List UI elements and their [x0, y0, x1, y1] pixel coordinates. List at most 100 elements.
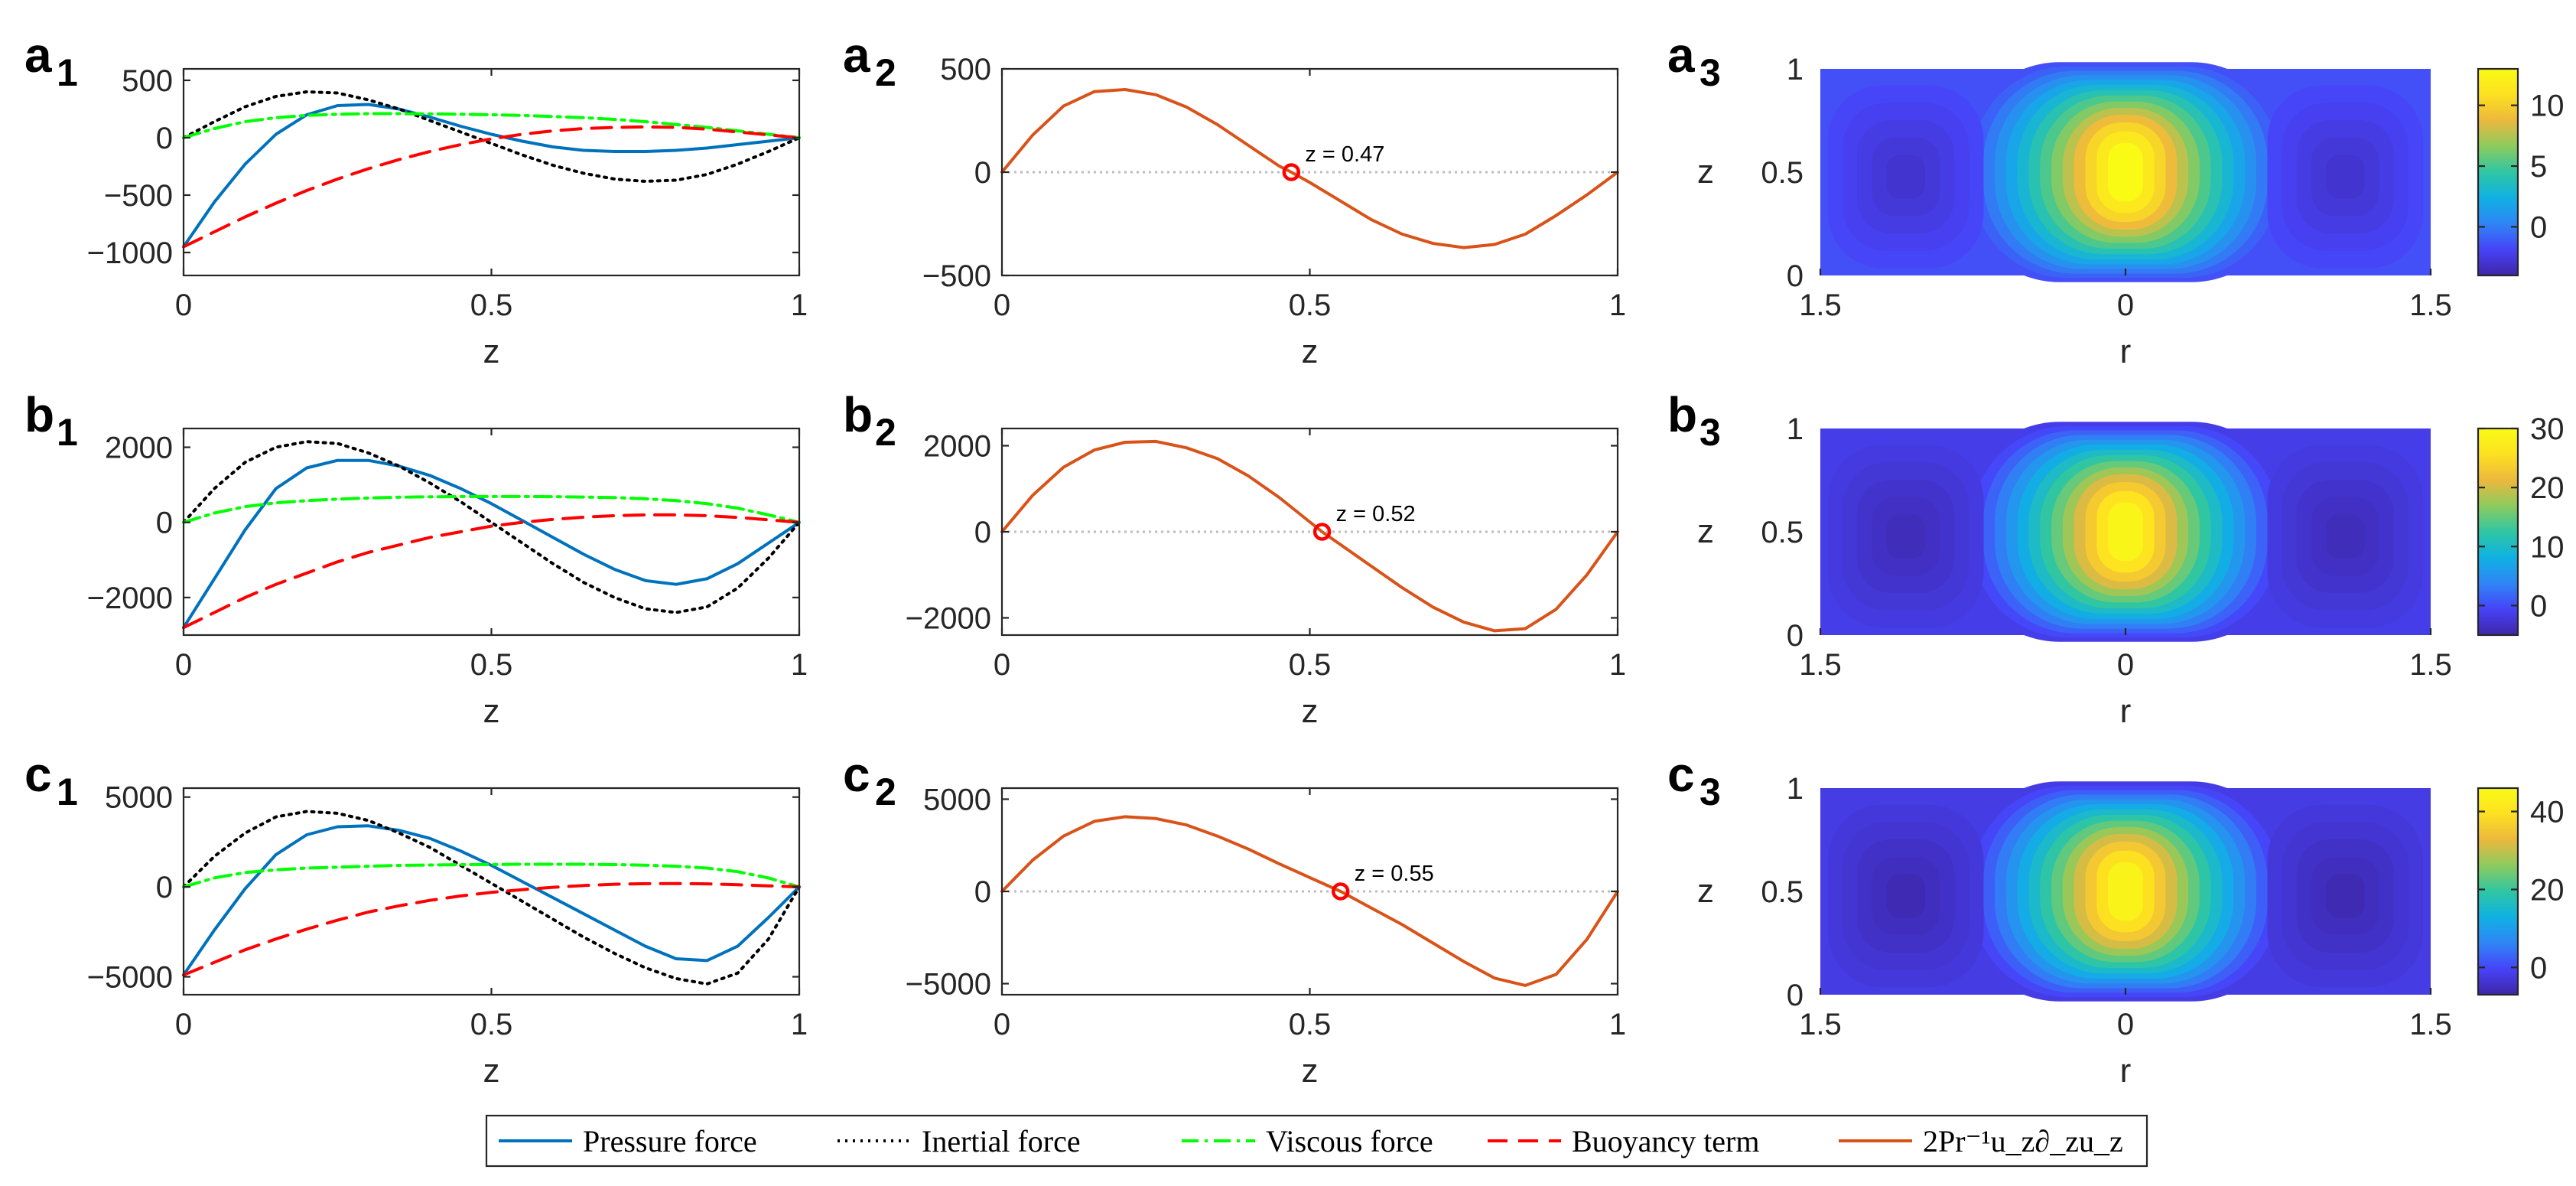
x-axis-label: z [1302, 333, 1319, 370]
panel-subscript: 2 [875, 771, 896, 813]
series-line-pressure [182, 103, 801, 249]
y-tick-label: 1 [1787, 412, 1804, 446]
panel-letter: c [843, 747, 870, 802]
x-axis-label: z [1302, 1052, 1319, 1090]
colorbar [2477, 427, 2519, 637]
y-tick-label: 0 [1787, 979, 1804, 1012]
y-tick-label: −500 [104, 179, 173, 213]
legend-label-pressure: Pressure force [583, 1124, 757, 1158]
colorbar-tick-label: 10 [2530, 90, 2565, 123]
series-line-pressure [182, 458, 801, 630]
zero-crossing-label: z = 0.55 [1355, 862, 1434, 886]
series-line-viscous [182, 112, 801, 139]
panel-subscript: 3 [1699, 411, 1721, 454]
x-tick-label: 0.5 [1289, 288, 1332, 322]
x-tick-label: 0 [2117, 288, 2134, 322]
panel-a1: 0 0.5 1 z 500 0 −500 −1000 [87, 64, 808, 370]
colorbar-tick-label: 0 [2530, 210, 2547, 244]
legend-label-buoyancy: Buoyancy term [1572, 1124, 1760, 1158]
panel-letter: a [24, 28, 52, 83]
panel-subscript: 1 [57, 51, 78, 94]
y-tick-label: −1000 [87, 236, 173, 270]
x-tick-label: 0.5 [470, 288, 513, 322]
x-tick-label: 1.5 [2409, 288, 2452, 322]
y-tick-label: 2000 [105, 432, 173, 465]
x-tick-label: 0 [2117, 648, 2134, 682]
y-tick-label: 500 [122, 64, 173, 98]
y-tick-label: 1 [1787, 53, 1804, 86]
panel-subscript: 1 [57, 771, 78, 813]
x-tick-label: 0 [994, 1008, 1010, 1041]
colorbar-tick-label: 30 [2530, 412, 2565, 446]
x-tick-label: 1 [1609, 1008, 1626, 1041]
x-axis-label: z [483, 692, 500, 730]
panel-subscript: 2 [875, 51, 896, 94]
panel-letter: b [24, 387, 54, 442]
x-tick-label: 0.5 [1289, 648, 1332, 682]
colorbar-tick-label: 0 [2530, 951, 2547, 985]
x-tick-label: 0 [994, 648, 1010, 682]
series-line-buoyancy [182, 513, 801, 630]
y-axis-label: z [1697, 872, 1714, 910]
y-tick-label: −2000 [87, 582, 173, 615]
series-line-inertial [182, 440, 801, 614]
y-tick-label: 0 [974, 516, 991, 549]
panel-letter: b [843, 387, 873, 442]
y-axis-label: z [1697, 513, 1714, 550]
panel-subscript: 3 [1699, 771, 1721, 813]
series-line-buoyancy [182, 881, 801, 977]
colorbar [2477, 67, 2519, 277]
panel-letter: b [1667, 387, 1697, 442]
heatmap-cell-band [2326, 155, 2365, 199]
y-tick-label: −500 [922, 259, 991, 293]
x-axis-label: z [1302, 692, 1319, 730]
heatmap-cell-band [2326, 514, 2365, 559]
series-line-product [1000, 815, 1619, 987]
x-tick-label: 0.5 [1289, 1008, 1332, 1041]
x-tick-label: 1 [1609, 288, 1626, 322]
x-tick-label: 0.5 [470, 648, 513, 682]
x-tick-label: 0 [994, 288, 1010, 322]
x-tick-label: 1.5 [1799, 288, 1842, 322]
colorbar-tick-label: 0 [2530, 589, 2547, 623]
series-line-inertial [182, 90, 801, 183]
x-axis-label: z [483, 1052, 500, 1090]
zero-crossing-label: z = 0.52 [1336, 502, 1416, 526]
y-tick-label: −2000 [906, 602, 991, 636]
y-tick-label: 5000 [105, 781, 173, 815]
series-line-inertial [182, 810, 801, 986]
y-tick-label: 0 [156, 507, 173, 540]
y-tick-label: 0 [156, 871, 173, 904]
legend-label-product: 2Pr⁻¹u_z∂_zu_z [1923, 1124, 2123, 1158]
x-tick-label: 0.5 [470, 1008, 513, 1041]
heatmap-contour-band [2108, 142, 2143, 202]
heatmap-cell-band [2326, 874, 2365, 918]
x-tick-label: 1.5 [2409, 1008, 2452, 1041]
x-tick-label: 0 [2117, 1008, 2134, 1041]
x-tick-label: 1 [791, 1008, 808, 1041]
series-line-product [1000, 439, 1619, 633]
series-line-buoyancy [182, 125, 801, 249]
heatmap-contour-band [2108, 502, 2143, 562]
series-line-product [1000, 88, 1619, 249]
x-tick-label: 1.5 [1799, 1008, 1842, 1041]
zero-crossing-label: z = 0.47 [1305, 142, 1384, 167]
series-line-viscous [182, 494, 801, 524]
x-axis-label: r [2120, 1052, 2132, 1090]
heatmap-contour-band [2108, 862, 2143, 921]
colorbar-tick-label: 5 [2530, 150, 2547, 184]
panel-subscript: 2 [875, 411, 896, 454]
